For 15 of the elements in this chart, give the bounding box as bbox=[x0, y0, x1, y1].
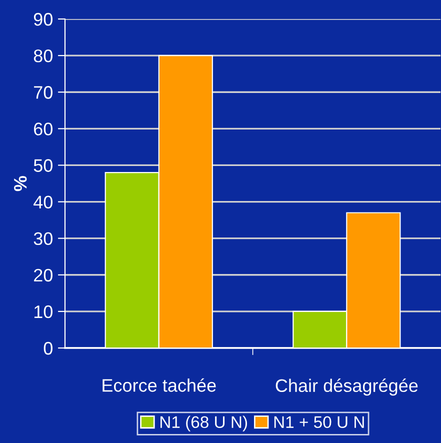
y-tick-label: 30 bbox=[34, 232, 52, 246]
y-tick-label: 0 bbox=[44, 342, 52, 355]
legend-label: N1 (68 U N) bbox=[160, 416, 248, 432]
y-axis-title: % bbox=[14, 176, 27, 192]
y-tick-label: 50 bbox=[34, 159, 52, 172]
x-tick-label: Chair désagrégée bbox=[276, 378, 418, 396]
legend-label: N1 + 50 U N bbox=[274, 416, 364, 428]
y-tick-label: 60 bbox=[34, 122, 52, 136]
x-tick-label: Ecorce tachée bbox=[102, 378, 216, 392]
y-tick-label: 40 bbox=[34, 196, 52, 208]
y-tick-label: 70 bbox=[34, 86, 52, 99]
y-tick-label: 10 bbox=[34, 305, 52, 318]
y-tick-label: 20 bbox=[34, 268, 52, 282]
y-tick-label: 80 bbox=[34, 49, 52, 62]
y-tick-label: 90 bbox=[34, 12, 52, 26]
